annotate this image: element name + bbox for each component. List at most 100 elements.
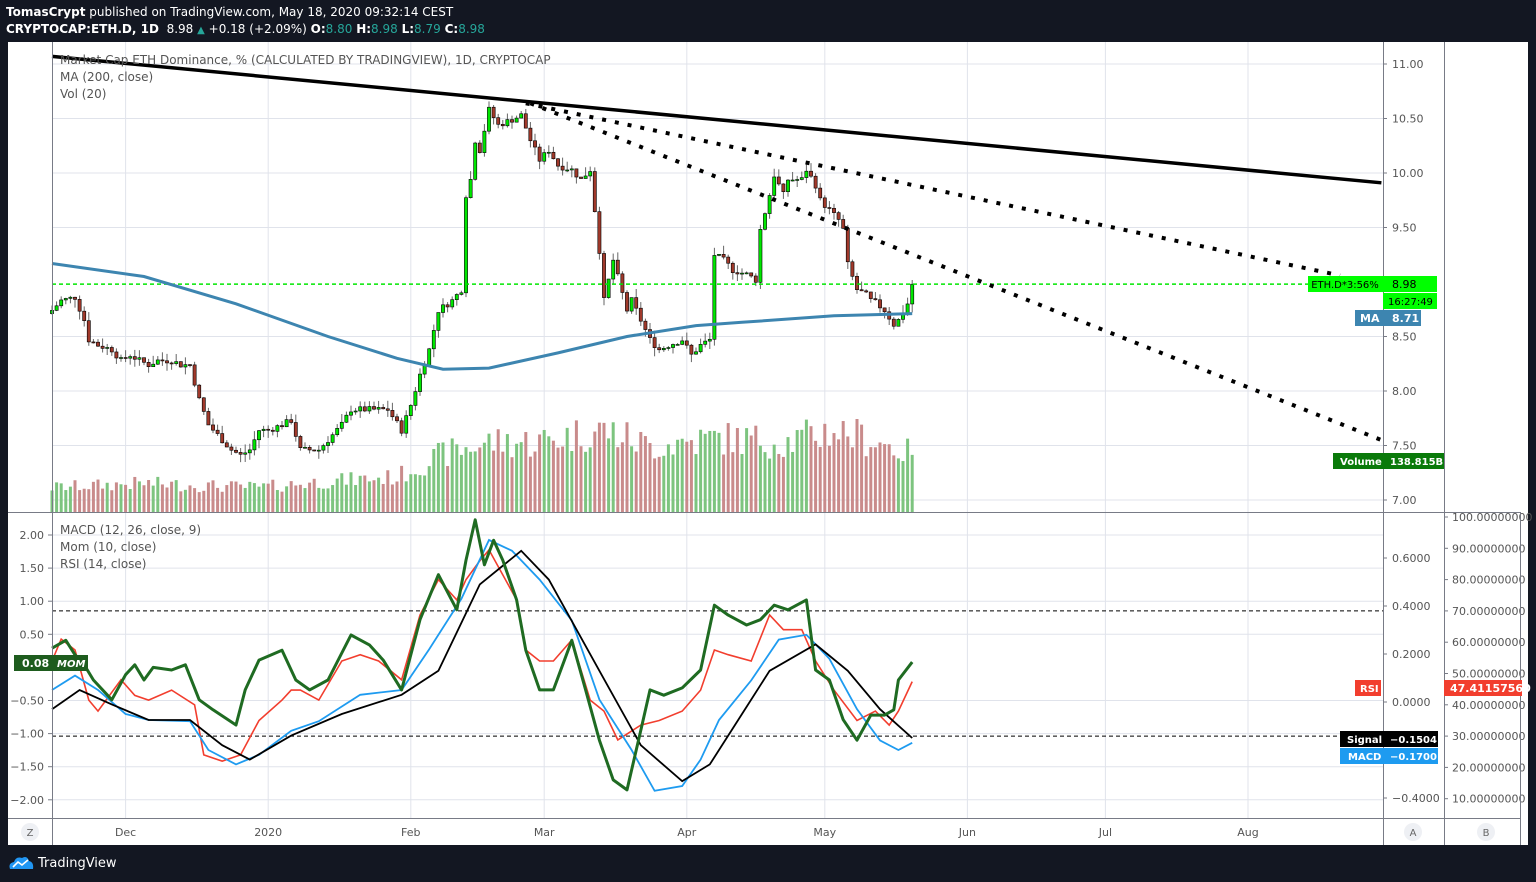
axis-z-button[interactable]: Z [21,823,39,841]
candle-down [597,211,602,254]
candle-up [546,151,551,154]
volume-bar [883,444,887,512]
volume-bar [243,487,247,512]
vol-legend[interactable]: Vol (20) [60,87,106,101]
ma-value: 8.71 [1392,312,1419,325]
open-value: 8.80 [325,22,353,36]
volume-bar [147,480,151,512]
candle-down [165,360,169,364]
main-legend[interactable]: Market Cap ETH Dominance, % (CALCULATED … [60,53,551,67]
candle-down [211,424,215,431]
ma-legend[interactable]: MA (200, close) [60,70,153,84]
mom-legend[interactable]: Mom (10, close) [60,540,156,554]
time-tick-label: Mar [534,826,555,839]
volume-bar [432,448,436,512]
publish-info: TomasCrypt published on TradingView.com,… [6,5,453,19]
axis-a-button[interactable]: A [1404,823,1422,841]
volume-bar [685,441,689,512]
price-change: +0.18 (+2.09%) [208,22,307,36]
volume-bar [459,454,463,512]
volume-value: 138.815B [1390,457,1443,468]
candle-down [822,197,827,208]
candle-up [542,152,547,162]
volume-bar [239,484,243,512]
candle-down [882,307,887,313]
volume-bar [837,439,841,512]
candle-down [91,341,96,344]
price-tick-label: 8.50 [1392,331,1417,344]
volume-bar [818,446,822,512]
rsi-legend[interactable]: RSI (14, close) [60,557,146,571]
time-tick-label: Dec [115,826,136,839]
candle-down [809,170,813,177]
volume-bar [630,446,634,512]
candle-down [684,340,689,346]
candle-down [836,212,841,220]
candle-up [786,179,790,193]
volume-bar [809,426,813,512]
candle-down [878,299,882,309]
volume-bar [358,475,362,512]
candle-down [749,272,754,277]
candle-up [137,357,142,360]
macd-legend[interactable]: MACD (12, 26, close, 9) [60,523,201,537]
volume-bar [234,481,238,512]
volume-bar [377,477,381,512]
candle-up [569,168,574,171]
axis-b-button[interactable]: B [1477,823,1495,841]
candle-up [896,319,901,327]
candle-down [859,289,864,292]
volume-bar [620,442,624,512]
rsi-tag: RSI [1360,684,1379,695]
volume-bar [689,440,693,512]
rsi-tick-label: 30.00000000 [1452,730,1525,743]
tradingview-cloud-icon [9,857,34,869]
volume-bar [340,473,344,512]
volume-bar [248,481,252,512]
candle-down [385,408,390,411]
volume-bar [496,429,500,512]
candle-down [657,347,662,351]
rsi-line [51,548,913,762]
volume-bar [446,466,450,512]
volume-bar [611,422,615,512]
signal-line [51,549,913,783]
candle-up [155,359,160,365]
candle-down [523,113,528,129]
volume-bar [804,419,808,512]
volume-bar [225,485,229,512]
volume-bar [703,433,707,512]
candle-up [275,425,280,432]
pane-borders [8,42,1521,845]
open-label: O: [310,22,326,36]
candle-down [855,275,859,291]
candle-up [772,176,777,196]
tradingview-logo[interactable]: TradingView [8,855,117,871]
volume-bar [708,430,712,512]
candle-up [606,278,611,298]
volume-bar [524,432,528,512]
time-tick-label: Jun [958,826,976,839]
volume-bar [202,490,206,512]
countdown: 16:27:49 [1388,297,1433,308]
volume-bar [294,485,298,512]
candle-up [183,364,188,368]
candle-up [565,169,570,172]
candle-up [151,363,156,368]
time-tick-label: May [813,826,836,839]
price-tick-label: 7.50 [1392,440,1417,453]
rsi-tick-label: 40.00000000 [1452,699,1525,712]
volume-bar [735,428,739,512]
close-value: 8.98 [458,22,485,36]
volume-bar [593,431,597,512]
candle-down [178,361,183,368]
macd-value: −0.1700 [1390,752,1437,763]
candle-up [740,272,744,275]
candle-down [206,411,211,426]
mom-tick-label: −2.00 [10,794,44,807]
candle-down [560,165,565,171]
volume-bar [151,485,155,512]
macd-tick-label: 0.4000 [1392,600,1431,613]
volume-bar [671,454,675,512]
